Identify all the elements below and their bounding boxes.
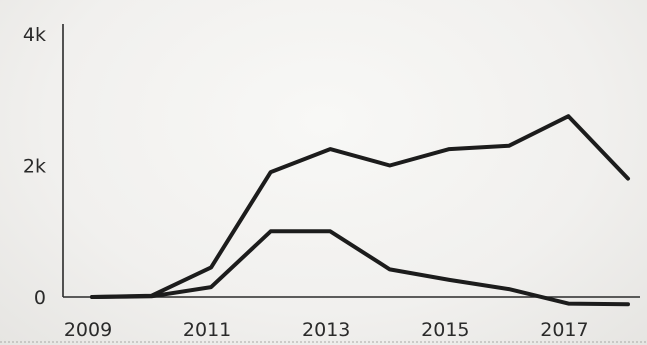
y-tick-label: 0 [34,287,46,309]
series-line-1 [90,114,630,299]
x-tick-labels: 2009 2011 2013 2015 2017 [64,319,589,341]
x-tick-label: 2011 [183,319,231,341]
x-tick-label: 2017 [540,319,588,341]
y-tick-label: 4k [23,24,46,46]
y-tick-labels: 0 2k 4k [23,24,46,309]
series-line-2 [90,229,630,307]
y-tick-label: 2k [23,156,46,178]
x-tick-label: 2009 [64,319,112,341]
x-tick-label: 2015 [421,319,469,341]
series-lines [90,114,630,307]
x-tick-label: 2013 [302,319,350,341]
